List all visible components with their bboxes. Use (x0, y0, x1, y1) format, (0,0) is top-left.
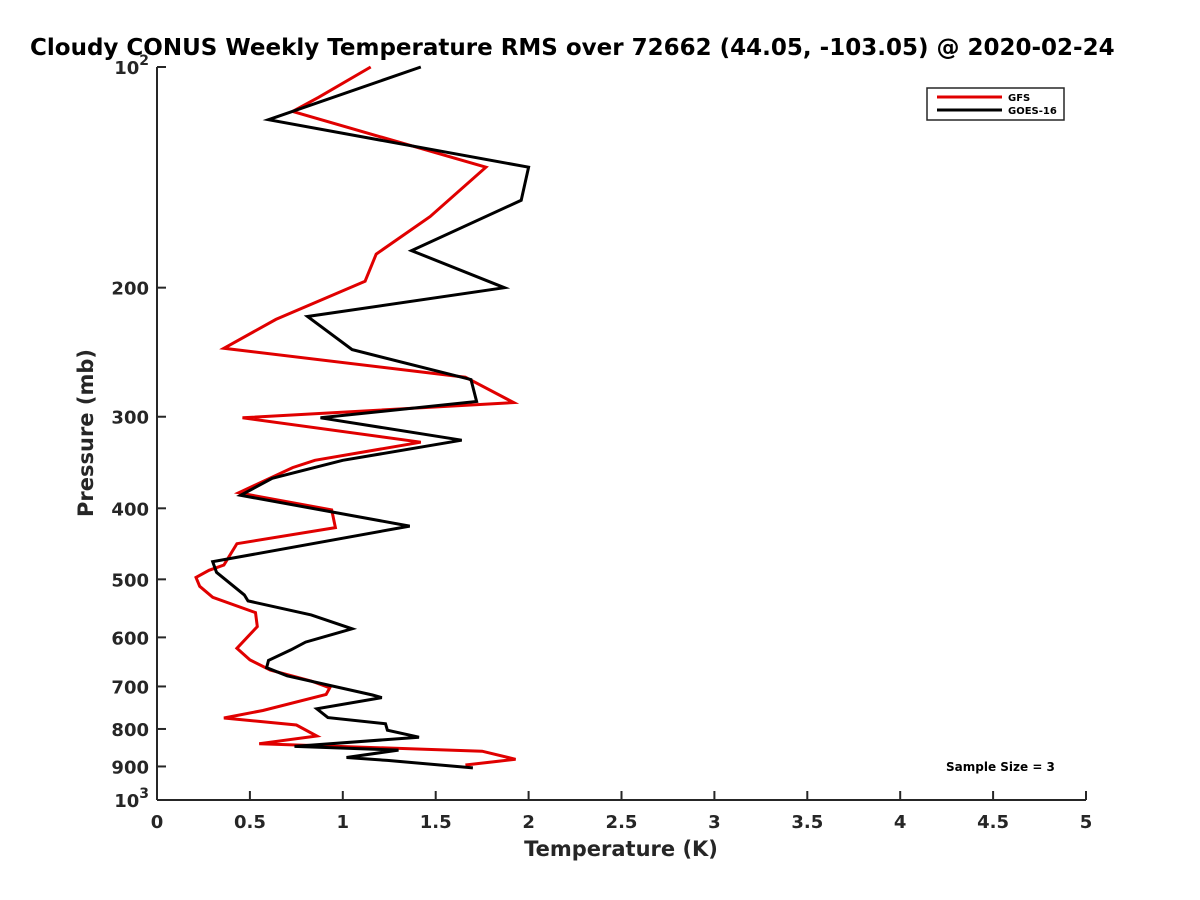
y-tick-label: 700 (111, 677, 149, 698)
x-tick-label: 1.5 (420, 812, 452, 833)
y-tick-label: 600 (111, 628, 149, 649)
y-tick-label: 102 (114, 53, 149, 79)
x-tick-label: 4 (894, 812, 907, 833)
y-axis-label: Pressure (mb) (74, 349, 98, 517)
x-tick-label: 3 (708, 812, 721, 833)
sample-size-annotation: Sample Size = 3 (946, 760, 1055, 774)
series-layer (194, 65, 531, 770)
x-tick-label: 0 (151, 812, 164, 833)
series-line-gfs (194, 65, 520, 767)
y-tick-label: 200 (111, 279, 149, 300)
axes-layer (156, 67, 1086, 801)
y-tick-label: 103 (114, 786, 149, 812)
legend-label-gfs: GFS (1008, 93, 1030, 104)
x-tick-label: 4.5 (977, 812, 1009, 833)
y-tick-label: 400 (111, 499, 149, 520)
y-tick-label: 800 (111, 720, 149, 741)
y-tick-label: 900 (111, 757, 149, 778)
chart-title: Cloudy CONUS Weekly Temperature RMS over… (30, 35, 1115, 61)
x-tick-label: 2.5 (606, 812, 638, 833)
legend-box (926, 87, 1065, 121)
x-tick-label: 1 (337, 812, 350, 833)
x-tick-label: 5 (1080, 812, 1093, 833)
x-tick-label: 0.5 (234, 812, 266, 833)
legend: GFS GOES-16 (926, 87, 1065, 121)
y-tick-label: 500 (111, 570, 149, 591)
x-tick-label: 3.5 (791, 812, 823, 833)
x-axis-label: Temperature (K) (524, 837, 718, 861)
series-line-goes16 (210, 65, 531, 770)
ticks-layer: 0 0.5 1 1.5 2 2.5 3 3.5 4 4.5 5 102 200 300 400 500 600 7… (111, 53, 1092, 833)
x-tick-label: 2 (522, 812, 535, 833)
y-tick-label: 300 (111, 408, 149, 429)
legend-label-goes16: GOES-16 (1008, 106, 1057, 117)
